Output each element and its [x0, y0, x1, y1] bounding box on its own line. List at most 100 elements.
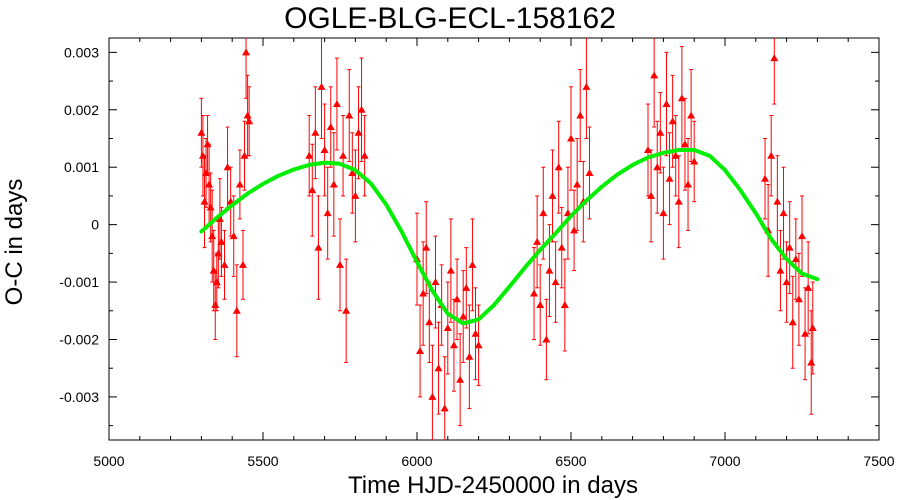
data-point	[443, 281, 452, 375]
data-point	[314, 195, 323, 300]
data-point	[788, 275, 797, 369]
data-point	[542, 298, 551, 381]
data-point	[419, 241, 428, 346]
point-marker	[560, 301, 569, 309]
data-point	[659, 166, 668, 260]
point-marker	[659, 209, 668, 217]
data-point	[653, 120, 662, 214]
point-marker	[357, 105, 366, 113]
point-marker	[761, 174, 770, 182]
point-marker	[554, 163, 563, 171]
data-point	[808, 281, 817, 375]
point-marker	[650, 71, 659, 79]
point-marker	[674, 197, 683, 205]
y-tick-label: 0.001	[64, 159, 99, 175]
data-point	[308, 143, 317, 237]
point-marker	[434, 364, 443, 372]
point-marker	[208, 232, 217, 240]
point-marker	[419, 289, 428, 297]
data-point	[680, 97, 689, 191]
point-marker	[229, 232, 238, 240]
point-marker	[323, 209, 332, 217]
point-marker	[798, 232, 806, 240]
data-point	[459, 270, 468, 363]
y-axis-ticks: 0.003 0.002 0.001 0 -0.001 -0.002 -0.003	[59, 44, 879, 405]
point-marker	[223, 163, 232, 171]
data-point	[530, 247, 539, 340]
data-points-layer	[197, 38, 817, 440]
point-marker	[308, 186, 317, 194]
data-point	[776, 229, 785, 312]
data-point	[323, 166, 332, 260]
data-point	[348, 132, 357, 214]
data-point	[456, 333, 465, 427]
point-marker	[545, 266, 554, 274]
data-point	[551, 241, 560, 323]
data-point	[791, 218, 800, 300]
point-marker	[449, 341, 458, 349]
data-point	[240, 120, 249, 191]
data-point	[238, 229, 247, 300]
data-point	[351, 149, 360, 243]
point-marker	[582, 82, 591, 90]
data-point	[440, 356, 449, 440]
fit-curve-layer	[199, 148, 820, 326]
data-point	[468, 218, 477, 312]
point-marker	[243, 111, 252, 119]
x-tick-label: 5500	[247, 453, 278, 469]
data-point	[647, 149, 656, 243]
point-marker	[807, 358, 816, 366]
y-tick-label: 0.003	[64, 44, 99, 60]
data-point	[446, 218, 455, 323]
data-point	[767, 115, 776, 197]
x-tick-label: 6500	[555, 453, 586, 469]
data-point	[665, 132, 674, 226]
y-tick-label: -0.002	[59, 332, 99, 348]
point-marker	[220, 260, 229, 268]
data-point	[232, 264, 241, 358]
data-point	[434, 321, 443, 415]
data-point	[342, 258, 351, 363]
data-point	[354, 86, 363, 180]
point-marker	[245, 117, 254, 125]
x-axis-ticks: 5000 5500 6000 6500 7000 7500	[93, 38, 895, 469]
point-marker	[471, 329, 480, 337]
point-marker	[767, 151, 776, 159]
point-marker	[573, 180, 582, 188]
point-marker	[342, 306, 351, 314]
point-marker	[785, 243, 794, 251]
point-marker	[431, 278, 440, 286]
point-marker	[351, 191, 360, 199]
data-point	[345, 69, 354, 162]
point-marker	[533, 237, 542, 245]
point-marker	[773, 197, 782, 205]
point-marker	[644, 145, 652, 153]
point-marker	[453, 295, 462, 303]
data-point	[462, 247, 471, 329]
data-point	[674, 155, 683, 249]
y-tick-label: 0.002	[64, 102, 99, 118]
y-tick-label: -0.003	[59, 389, 99, 405]
y-axis-label: O-C in days	[1, 179, 28, 306]
data-point	[329, 132, 338, 237]
point-marker	[557, 243, 566, 251]
data-point	[332, 57, 341, 151]
data-point	[336, 218, 344, 312]
point-marker	[211, 301, 220, 309]
point-marker	[446, 266, 455, 274]
point-marker	[468, 260, 477, 268]
point-marker	[422, 243, 431, 251]
point-marker	[782, 278, 791, 286]
point-marker	[232, 306, 241, 314]
point-marker	[443, 324, 452, 332]
chart-title: OGLE-BLG-ECL-158162	[284, 2, 616, 35]
data-point	[671, 115, 680, 197]
point-marker	[804, 283, 813, 291]
data-point	[229, 195, 238, 277]
data-point	[570, 189, 579, 272]
data-point	[687, 69, 696, 162]
point-marker	[662, 100, 671, 108]
data-point	[449, 298, 458, 392]
data-point	[585, 126, 594, 220]
